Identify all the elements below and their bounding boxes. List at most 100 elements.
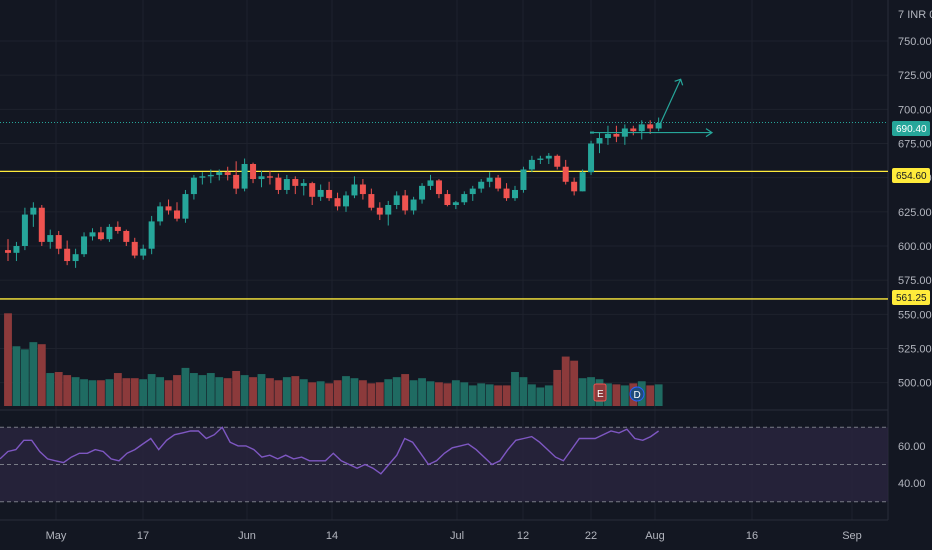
price-tick-label: 675.00 [898, 139, 932, 151]
volume-bar [88, 380, 97, 406]
volume-bar [291, 376, 300, 406]
volume-bar [189, 373, 198, 406]
price-axis-top-label: 7 INR 0 [898, 9, 932, 21]
candle-body [368, 194, 375, 208]
candle-body [385, 205, 392, 215]
volume-bar [342, 376, 350, 406]
candle-body [427, 180, 434, 186]
volume-bar [477, 383, 486, 406]
candle-body [106, 226, 113, 240]
annotations[interactable] [590, 78, 714, 138]
volume-bar [604, 383, 612, 406]
volume-bar [561, 356, 570, 406]
volume-bar [46, 373, 55, 406]
volume-bar [122, 378, 131, 406]
earnings-badge-label: E [597, 389, 604, 400]
consolidation-arrowhead [705, 128, 714, 138]
candle-body [216, 172, 223, 175]
volume-bar [282, 377, 291, 406]
candle-body [275, 177, 282, 190]
candle-body [435, 180, 442, 195]
volume-bar [358, 380, 367, 406]
candle-body [579, 172, 586, 192]
projection-arrow [660, 79, 682, 124]
volume-bar [257, 374, 266, 406]
volume-bar [620, 385, 629, 406]
volume-bar [12, 346, 21, 406]
volume-bar [418, 378, 426, 406]
candle-body [266, 176, 273, 178]
volume-bar [587, 377, 595, 406]
candle-body [528, 159, 535, 170]
price-tick-label: 700.00 [898, 104, 932, 116]
candle-body [537, 158, 544, 160]
price-tick-label: 625.00 [898, 207, 932, 219]
time-tick-label: 14 [326, 530, 338, 542]
volume-bar [536, 387, 545, 406]
candle-body [148, 221, 155, 249]
volume-bar [384, 379, 393, 406]
volume-bar [325, 383, 334, 406]
volume-bar [249, 377, 257, 406]
level-upper-label: 654.60 [896, 171, 927, 182]
candle-body [182, 194, 189, 219]
candle-body [233, 174, 240, 189]
candle-body [478, 181, 485, 189]
candle-body [503, 188, 510, 199]
candle-body [258, 176, 265, 180]
volume-bar [553, 369, 562, 406]
candle-body [81, 236, 88, 255]
volume-bar [164, 380, 173, 406]
dividend-badge[interactable] [629, 386, 645, 402]
level-lower-label: 561.25 [896, 293, 927, 304]
volume-bar [451, 380, 460, 406]
rsi-line [0, 426, 660, 475]
candle-body [520, 169, 527, 190]
candle-body [30, 207, 37, 215]
candle-body [334, 198, 341, 207]
volume-bar [113, 373, 122, 406]
volume-bar [375, 382, 384, 406]
volume-bar [29, 342, 38, 406]
volume-bar [350, 378, 359, 406]
volume-bar [435, 382, 443, 406]
candle-body [292, 179, 299, 186]
candle-body [444, 194, 451, 205]
candle-body [97, 232, 104, 240]
price-tick-label: 600.00 [898, 241, 932, 253]
volume-bar [511, 372, 519, 406]
time-tick-label: Jun [238, 530, 256, 542]
candle-body [613, 133, 620, 137]
volume-bar [519, 377, 528, 406]
earnings-badge[interactable] [593, 383, 607, 402]
candle-body [495, 177, 502, 189]
candle-body [190, 177, 197, 195]
horizontal-levels[interactable] [0, 121, 888, 300]
candle-body [402, 195, 409, 211]
time-axis[interactable]: May 17 Jun 14 Jul 12 22 Aug 16 Sep [46, 530, 862, 542]
candle-body [452, 202, 459, 205]
price-tick-label: 750.00 [898, 36, 932, 48]
consolidation-arrow-start [590, 131, 594, 134]
price-tick-label: 725.00 [898, 70, 932, 82]
volume-bar [426, 381, 435, 406]
candle-body [410, 199, 417, 211]
candle-body [469, 188, 476, 195]
volume-bar [147, 374, 156, 406]
volume-bar [460, 382, 469, 406]
volume-bar [63, 375, 72, 406]
candle-body [131, 241, 138, 256]
candle-body [359, 184, 366, 195]
level-upper-badge [892, 168, 930, 183]
time-tick-label: 16 [746, 530, 758, 542]
volume-bar [274, 380, 283, 406]
candle-body [419, 185, 426, 200]
event-markers[interactable]: E D [593, 383, 645, 402]
candle-body [114, 226, 121, 231]
candle-body [554, 155, 561, 167]
candle-body [283, 179, 290, 190]
candle-body [241, 164, 248, 189]
volume-bar [443, 383, 452, 406]
candle-body [343, 195, 349, 207]
